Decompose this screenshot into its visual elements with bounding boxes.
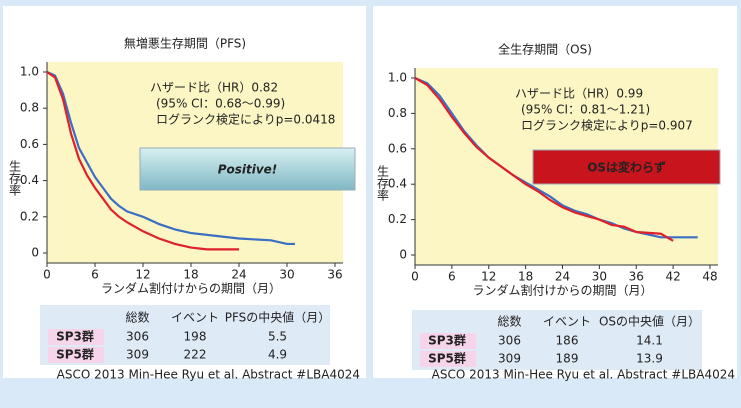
row-label: SP5群 bbox=[56, 347, 94, 362]
table-cell: 222 bbox=[184, 348, 207, 362]
y-tick-label: 0 bbox=[399, 248, 407, 262]
x-axis-label: ランダム割付けからの期間（月） bbox=[472, 283, 652, 298]
x-tick-label: 42 bbox=[665, 270, 680, 284]
x-tick-label: 36 bbox=[327, 268, 342, 282]
table-cell: 309 bbox=[126, 348, 149, 362]
table-header: PFSの中央値（月） bbox=[225, 310, 331, 325]
x-tick-label: 6 bbox=[91, 268, 99, 282]
annotation: ハザード比（HR）0.82 bbox=[150, 81, 278, 95]
row-label: SP3群 bbox=[428, 333, 466, 348]
table-cell: 5.5 bbox=[268, 330, 287, 344]
annotation: (95% CI：0.81～1.21) bbox=[521, 103, 650, 117]
table-header: 総数 bbox=[497, 314, 521, 329]
annotation: ログランク検定によりp=0.0418 bbox=[156, 112, 335, 127]
y-tick-label: 0.6 bbox=[388, 141, 407, 155]
x-tick-label: 12 bbox=[135, 268, 150, 282]
y-tick-label: 0.4 bbox=[388, 177, 407, 191]
table-header: OSの中央値（月） bbox=[599, 314, 700, 329]
callout: OSは変わらず bbox=[587, 160, 666, 175]
table-header: イベント bbox=[171, 311, 219, 325]
table-cell: 189 bbox=[556, 352, 579, 366]
x-tick-label: 24 bbox=[231, 268, 246, 282]
row-label: SP5群 bbox=[428, 351, 466, 366]
y-tick-label: 0.6 bbox=[20, 137, 39, 151]
x-tick-label: 0 bbox=[411, 270, 419, 284]
y-tick-label: 1.0 bbox=[388, 71, 407, 85]
y-tick-label: 0.2 bbox=[20, 209, 39, 223]
chart-title: 全生存期間（OS) bbox=[498, 42, 592, 57]
table-header: イベント bbox=[543, 315, 591, 329]
x-tick-label: 48 bbox=[702, 270, 717, 284]
x-tick-label: 30 bbox=[279, 268, 294, 282]
x-tick-label: 30 bbox=[592, 270, 607, 284]
table-cell: 309 bbox=[498, 352, 521, 366]
row-label-bg bbox=[420, 333, 476, 349]
x-tick-label: 12 bbox=[481, 270, 496, 284]
annotation: ハザード比（HR）0.99 bbox=[515, 87, 643, 101]
x-tick-label: 36 bbox=[629, 270, 644, 284]
table-header: 総数 bbox=[125, 310, 149, 325]
table-cell: 13.9 bbox=[636, 352, 663, 366]
x-tick-label: 6 bbox=[448, 270, 456, 284]
y-tick-label: 0 bbox=[31, 246, 39, 260]
table-cell: 306 bbox=[126, 330, 149, 344]
table-cell: 306 bbox=[498, 334, 521, 348]
chart-title: 無増悪生存期間（PFS) bbox=[124, 36, 246, 51]
row-label-bg bbox=[420, 351, 476, 367]
x-tick-label: 0 bbox=[43, 268, 51, 282]
y-tick-label: 1.0 bbox=[20, 65, 39, 79]
table-cell: 186 bbox=[556, 334, 579, 348]
survival-curve bbox=[46, 70, 295, 246]
row-label-bg bbox=[48, 329, 104, 345]
callout: Positive! bbox=[218, 163, 278, 177]
annotation: ログランク検定によりp=0.907 bbox=[521, 118, 693, 133]
y-axis-label: 生存率 bbox=[376, 165, 390, 201]
row-label: SP3群 bbox=[56, 329, 94, 344]
y-tick-label: 0.2 bbox=[388, 212, 407, 226]
source: ASCO 2013 Min-Hee Ryu et al. Abstract #L… bbox=[57, 368, 360, 382]
x-tick-label: 24 bbox=[555, 270, 570, 284]
survival-curve bbox=[414, 77, 674, 242]
table-cell: 198 bbox=[184, 330, 207, 344]
table-cell: 14.1 bbox=[636, 334, 663, 348]
x-tick-label: 18 bbox=[518, 270, 533, 284]
table-cell: 4.9 bbox=[268, 348, 287, 362]
y-tick-label: 0.8 bbox=[388, 106, 407, 120]
y-tick-label: 0.4 bbox=[20, 173, 39, 187]
row-label-bg bbox=[48, 347, 104, 363]
annotation: (95% CI：0.68～0.99) bbox=[156, 97, 285, 111]
x-axis-label: ランダム割付けからの期間（月） bbox=[101, 281, 281, 296]
y-tick-label: 0.8 bbox=[20, 101, 39, 115]
callout-box bbox=[139, 147, 356, 191]
y-axis-label: 生存率 bbox=[8, 160, 22, 196]
survival-curve bbox=[46, 71, 239, 251]
source: ASCO 2013 Min-Hee Ryu et al. Abstract #L… bbox=[432, 368, 735, 382]
x-tick-label: 18 bbox=[183, 268, 198, 282]
callout-box bbox=[532, 149, 721, 185]
